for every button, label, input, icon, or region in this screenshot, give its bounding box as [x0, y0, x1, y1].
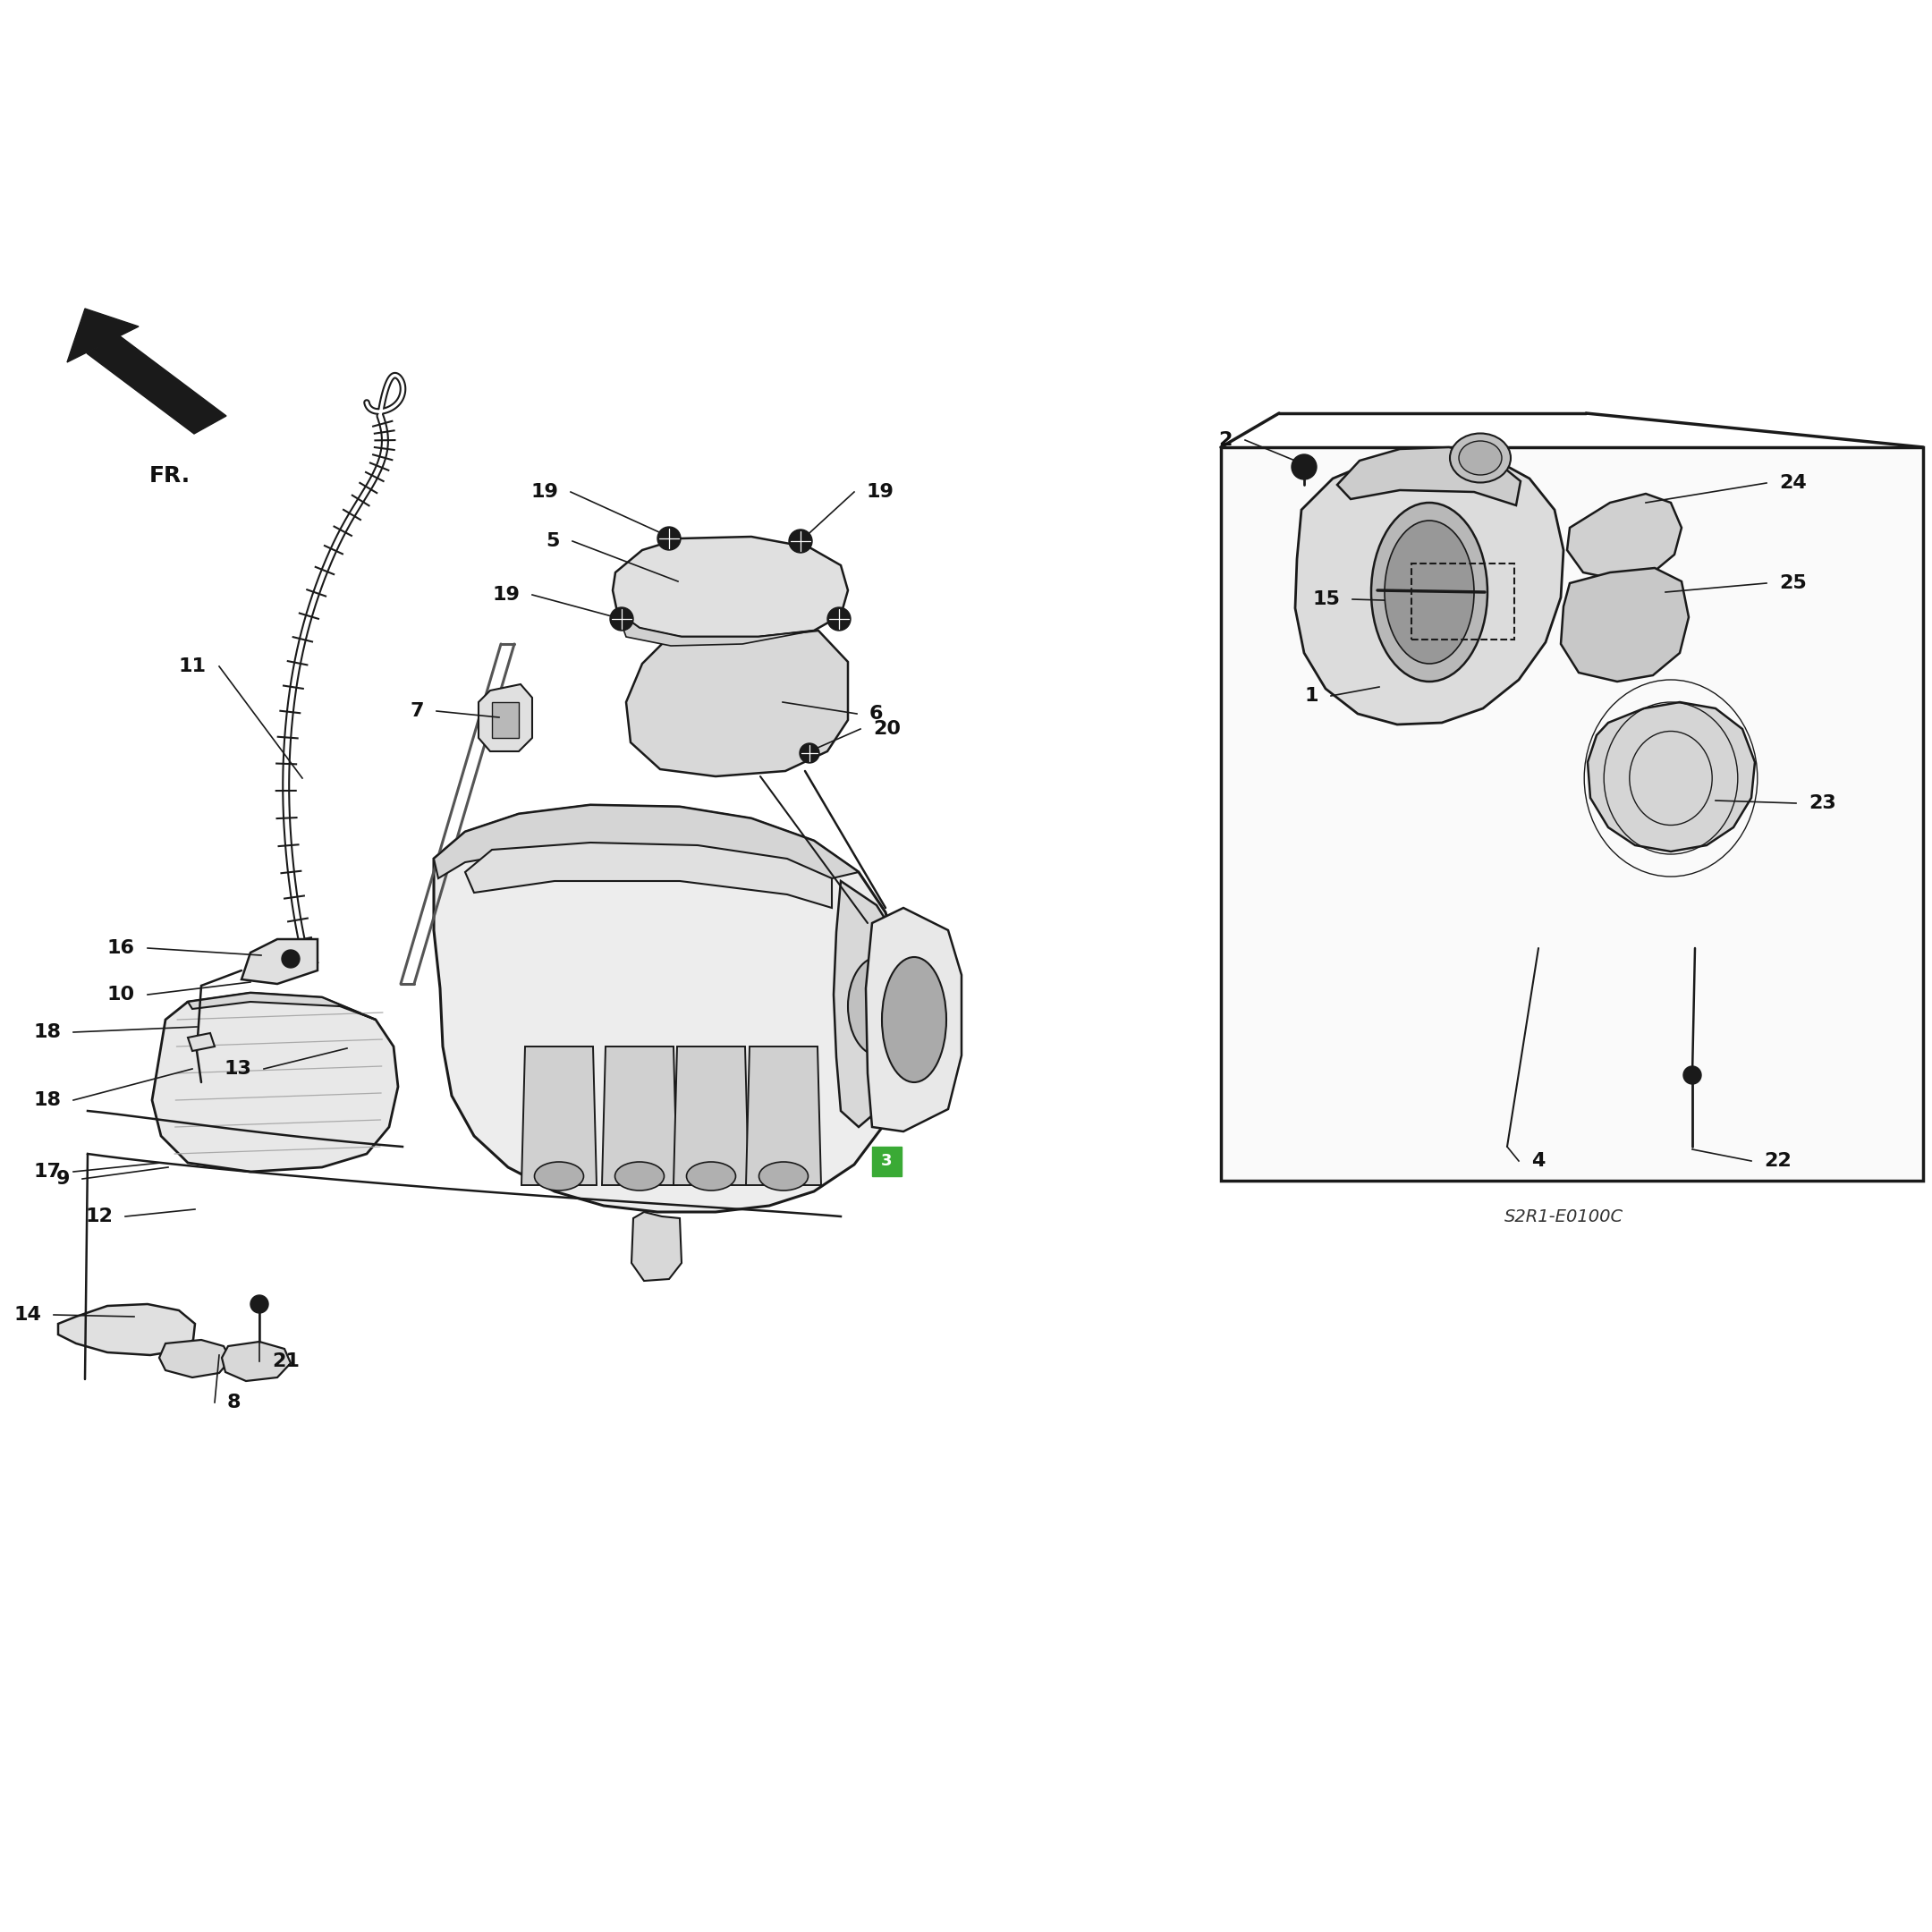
Polygon shape [1588, 701, 1754, 852]
Polygon shape [153, 993, 398, 1171]
Polygon shape [1567, 495, 1681, 580]
Text: 19: 19 [867, 483, 895, 500]
Text: 6: 6 [869, 705, 883, 723]
Ellipse shape [1449, 433, 1511, 483]
Polygon shape [242, 939, 317, 983]
Ellipse shape [686, 1161, 736, 1190]
Text: 13: 13 [224, 1061, 251, 1078]
Text: 10: 10 [106, 985, 135, 1003]
Text: 18: 18 [33, 1092, 60, 1109]
Text: 21: 21 [272, 1352, 299, 1370]
Text: 19: 19 [493, 585, 520, 603]
Circle shape [788, 529, 811, 553]
Polygon shape [68, 309, 139, 363]
Bar [1412, 564, 1515, 639]
Ellipse shape [1459, 440, 1501, 475]
Polygon shape [522, 1047, 597, 1184]
Text: 14: 14 [14, 1306, 41, 1323]
Polygon shape [632, 1211, 682, 1281]
Polygon shape [158, 1341, 230, 1378]
Text: 4: 4 [1532, 1151, 1546, 1171]
Polygon shape [435, 806, 904, 1211]
Circle shape [611, 607, 634, 630]
Ellipse shape [1372, 502, 1488, 682]
Polygon shape [479, 684, 531, 752]
Polygon shape [187, 1034, 214, 1051]
Text: 19: 19 [531, 483, 558, 500]
Polygon shape [612, 537, 848, 638]
Text: 18: 18 [33, 1024, 60, 1041]
Polygon shape [222, 1341, 290, 1381]
Polygon shape [746, 1047, 821, 1184]
Text: 23: 23 [1808, 794, 1835, 811]
Circle shape [1683, 1066, 1702, 1084]
Text: 12: 12 [85, 1208, 112, 1225]
Polygon shape [603, 1047, 676, 1184]
Polygon shape [1337, 446, 1520, 506]
Circle shape [827, 607, 850, 630]
Text: 16: 16 [108, 939, 135, 956]
Text: 7: 7 [410, 701, 423, 721]
Polygon shape [626, 630, 848, 777]
Polygon shape [1561, 568, 1689, 682]
Bar [1221, 446, 1922, 1180]
Text: 9: 9 [56, 1171, 70, 1188]
Polygon shape [616, 612, 813, 645]
Text: FR.: FR. [149, 466, 191, 487]
Text: 2: 2 [1219, 431, 1233, 448]
Ellipse shape [614, 1161, 665, 1190]
Text: 22: 22 [1764, 1151, 1791, 1171]
Bar [871, 1148, 902, 1177]
Text: 15: 15 [1312, 591, 1341, 609]
Circle shape [800, 744, 819, 763]
Text: 24: 24 [1779, 473, 1806, 493]
Bar [493, 701, 520, 738]
Polygon shape [58, 1304, 195, 1354]
Polygon shape [1294, 452, 1563, 724]
Text: 20: 20 [873, 721, 900, 738]
Polygon shape [466, 842, 833, 908]
Circle shape [1293, 454, 1316, 479]
Circle shape [282, 951, 299, 968]
Polygon shape [866, 908, 962, 1132]
Text: 17: 17 [33, 1163, 60, 1180]
Circle shape [657, 527, 680, 551]
Text: 5: 5 [547, 531, 560, 551]
Text: 1: 1 [1304, 688, 1318, 705]
Text: 3: 3 [881, 1153, 893, 1169]
Ellipse shape [881, 956, 947, 1082]
Text: S2R1-E0100C: S2R1-E0100C [1503, 1208, 1623, 1225]
Ellipse shape [1385, 520, 1474, 665]
Circle shape [251, 1294, 269, 1314]
Polygon shape [87, 336, 226, 435]
Polygon shape [187, 993, 375, 1020]
Ellipse shape [759, 1161, 808, 1190]
Ellipse shape [535, 1161, 583, 1190]
Polygon shape [833, 881, 912, 1126]
Text: 11: 11 [180, 657, 207, 676]
Text: 25: 25 [1779, 574, 1806, 591]
Polygon shape [435, 806, 858, 879]
Text: 8: 8 [228, 1393, 242, 1412]
Ellipse shape [848, 956, 908, 1055]
Polygon shape [674, 1047, 750, 1184]
